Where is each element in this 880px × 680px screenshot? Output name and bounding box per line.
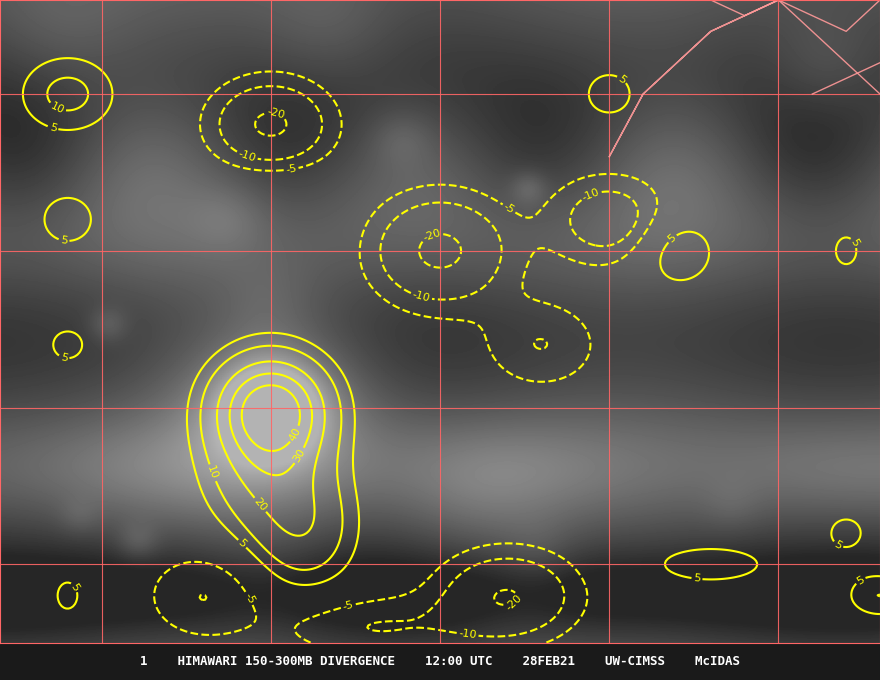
Text: -5: -5 bbox=[242, 591, 256, 605]
Text: -5: -5 bbox=[342, 600, 355, 612]
Text: 1    HIMAWARI 150-300MB DIVERGENCE    12:00 UTC    28FEB21    UW-CIMSS    McIDAS: 1 HIMAWARI 150-300MB DIVERGENCE 12:00 UT… bbox=[140, 655, 740, 668]
Text: -10: -10 bbox=[581, 187, 601, 203]
Text: 10: 10 bbox=[205, 464, 220, 481]
Text: -5: -5 bbox=[285, 163, 297, 175]
Text: 5: 5 bbox=[855, 574, 866, 586]
Text: -10: -10 bbox=[411, 290, 431, 304]
Text: 40: 40 bbox=[288, 426, 303, 443]
Text: 5: 5 bbox=[693, 573, 701, 584]
Text: 20: 20 bbox=[252, 496, 268, 513]
Text: -10: -10 bbox=[458, 628, 477, 641]
Text: -20: -20 bbox=[266, 106, 286, 120]
Text: -10: -10 bbox=[237, 148, 257, 164]
Text: -20: -20 bbox=[504, 592, 524, 612]
Text: 30: 30 bbox=[291, 447, 307, 464]
Text: 5: 5 bbox=[69, 581, 81, 593]
Text: -20: -20 bbox=[422, 228, 443, 243]
Text: 5: 5 bbox=[59, 352, 69, 363]
Text: 5: 5 bbox=[616, 73, 627, 86]
Text: -5: -5 bbox=[502, 201, 517, 216]
Text: 5: 5 bbox=[236, 538, 248, 549]
Text: 10: 10 bbox=[49, 101, 66, 116]
Text: 5: 5 bbox=[48, 122, 58, 134]
Text: 5: 5 bbox=[666, 233, 678, 245]
Text: 5: 5 bbox=[832, 539, 844, 551]
Text: 5: 5 bbox=[848, 237, 861, 248]
Text: 5: 5 bbox=[60, 235, 68, 246]
